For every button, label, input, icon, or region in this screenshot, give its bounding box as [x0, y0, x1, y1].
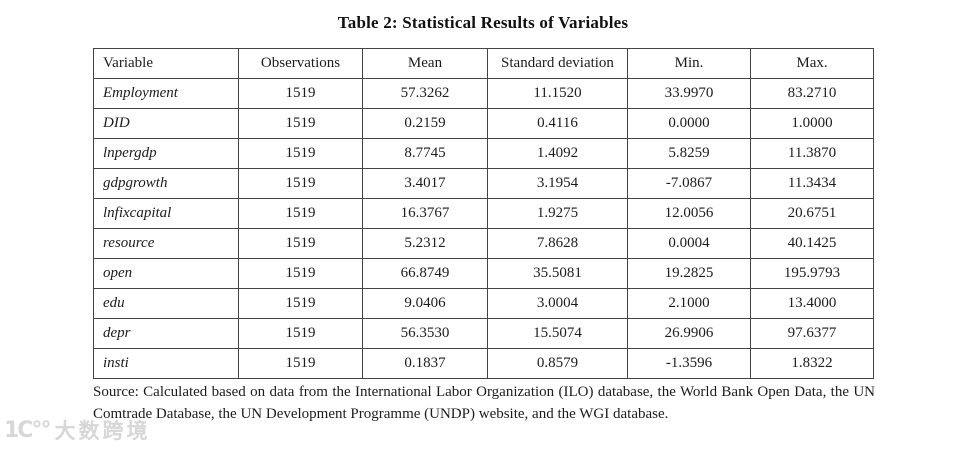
- value-cell: 0.4116: [487, 108, 628, 139]
- value-cell: 16.3767: [362, 198, 488, 229]
- column-header-mean: Mean: [362, 48, 488, 79]
- variable-name-cell: gdpgrowth: [93, 168, 239, 199]
- value-cell: 1519: [238, 108, 363, 139]
- column-header-observations: Observations: [238, 48, 363, 79]
- value-cell: 1519: [238, 228, 363, 259]
- column-header-variable: Variable: [93, 48, 239, 79]
- table-row: resource 1519 5.2312 7.8628 0.0004 40.1425: [93, 228, 874, 259]
- value-cell: 1519: [238, 168, 363, 199]
- value-cell: 1519: [238, 318, 363, 349]
- value-cell: 8.7745: [362, 138, 488, 169]
- value-cell: 26.9906: [627, 318, 751, 349]
- column-header-max: Max.: [750, 48, 874, 79]
- value-cell: 1.4092: [487, 138, 628, 169]
- table-row: depr 1519 56.3530 15.5074 26.9906 97.6377: [93, 318, 874, 349]
- table-row: Employment 1519 57.3262 11.1520 33.9970 83.27…: [93, 78, 874, 109]
- table-row: edu 1519 9.0406 3.0004 2.1000 13.4000: [93, 288, 874, 319]
- table-title: Table 2: Statistical Results of Variable…: [337, 13, 629, 32]
- value-cell: 56.3530: [362, 318, 488, 349]
- value-cell: 35.5081: [487, 258, 628, 289]
- value-cell: 57.3262: [362, 78, 488, 109]
- table-row: insti 1519 0.1837 0.8579 -1.3596 1.8322: [93, 348, 874, 379]
- watermark: 1C°° 大数跨境: [4, 418, 150, 444]
- value-cell: 1519: [238, 348, 363, 379]
- value-cell: 15.5074: [487, 318, 628, 349]
- value-cell: -1.3596: [627, 348, 751, 379]
- statistics-table: Variable Observations Mean Standard deviati…: [93, 48, 874, 379]
- value-cell: 19.2825: [627, 258, 751, 289]
- value-cell: 3.0004: [487, 288, 628, 319]
- value-cell: 11.1520: [487, 78, 628, 109]
- value-cell: 3.1954: [487, 168, 628, 199]
- value-cell: 66.8749: [362, 258, 488, 289]
- value-cell: 9.0406: [362, 288, 488, 319]
- value-cell: 20.6751: [750, 198, 874, 229]
- table-row: lnpergdp 1519 8.7745 1.4092 5.8259 11.3870: [93, 138, 874, 169]
- variable-name-cell: insti: [93, 348, 239, 379]
- value-cell: 1.8322: [750, 348, 874, 379]
- value-cell: 1519: [238, 198, 363, 229]
- column-header-min: Min.: [627, 48, 751, 79]
- table-row: gdpgrowth 1519 3.4017 3.1954 -7.0867 11.3434: [93, 168, 874, 199]
- value-cell: 0.8579: [487, 348, 628, 379]
- source-note: Source: Calculated based on data from th…: [93, 384, 875, 422]
- value-cell: 11.3434: [750, 168, 874, 199]
- value-cell: 3.4017: [362, 168, 488, 199]
- value-cell: 97.6377: [750, 318, 874, 349]
- value-cell: 2.1000: [627, 288, 751, 319]
- watermark-brand-text: 大数跨境: [54, 419, 151, 443]
- value-cell: 1519: [238, 288, 363, 319]
- variable-name-cell: resource: [93, 228, 239, 259]
- value-cell: 7.8628: [487, 228, 628, 259]
- value-cell: 0.2159: [362, 108, 488, 139]
- value-cell: 83.2710: [750, 78, 874, 109]
- variable-name-cell: DID: [93, 108, 239, 139]
- header-row: Variable Observations Mean Standard deviati…: [93, 48, 874, 79]
- value-cell: 1519: [238, 258, 363, 289]
- value-cell: 1519: [238, 78, 363, 109]
- value-cell: 12.0056: [627, 198, 751, 229]
- table-row: lnfixcapital 1519 16.3767 1.9275 12.0056 20.6…: [93, 198, 874, 229]
- variable-name-cell: depr: [93, 318, 239, 349]
- table-row: DID 1519 0.2159 0.4116 0.0000 1.0000: [93, 108, 874, 139]
- watermark-logo-icon: 1C°°: [4, 418, 51, 443]
- value-cell: 0.1837: [362, 348, 488, 379]
- variable-name-cell: edu: [93, 288, 239, 319]
- value-cell: 11.3870: [750, 138, 874, 169]
- table-body: Employment 1519 57.3262 11.1520 33.9970 83.27…: [93, 78, 874, 379]
- value-cell: 13.4000: [750, 288, 874, 319]
- value-cell: 5.2312: [362, 228, 488, 259]
- variable-name-cell: lnpergdp: [93, 138, 239, 169]
- value-cell: 0.0000: [627, 108, 751, 139]
- column-header-standard-deviation: Standard deviation: [487, 48, 628, 79]
- variable-name-cell: lnfixcapital: [93, 198, 239, 229]
- value-cell: 5.8259: [627, 138, 751, 169]
- table-row: open 1519 66.8749 35.5081 19.2825 195.9793: [93, 258, 874, 289]
- variable-name-cell: open: [93, 258, 239, 289]
- value-cell: 1.9275: [487, 198, 628, 229]
- variable-name-cell: Employment: [93, 78, 239, 109]
- value-cell: 33.9970: [627, 78, 751, 109]
- value-cell: 1.0000: [750, 108, 874, 139]
- value-cell: 1519: [238, 138, 363, 169]
- value-cell: 195.9793: [750, 258, 874, 289]
- value-cell: 0.0004: [627, 228, 751, 259]
- value-cell: -7.0867: [627, 168, 751, 199]
- value-cell: 40.1425: [750, 228, 874, 259]
